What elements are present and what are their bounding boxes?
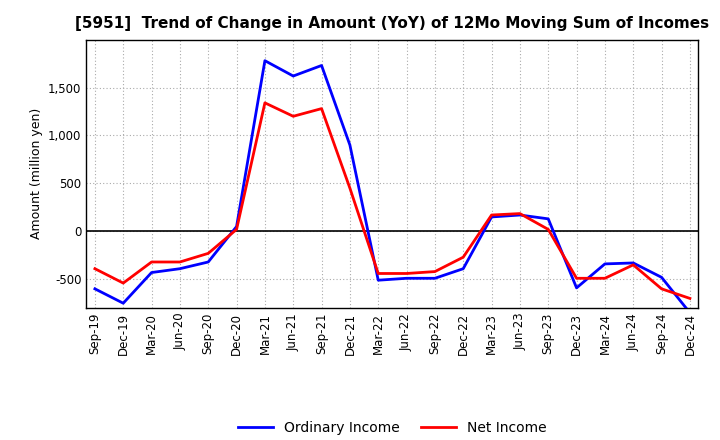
Net Income (459, 255, 467, 260)
Net Income (119, 280, 127, 286)
Ordinary Income (176, 266, 184, 271)
Net Income (544, 227, 552, 232)
Ordinary Income (148, 270, 156, 275)
Net Income (374, 271, 382, 276)
Net Income (261, 100, 269, 106)
Ordinary Income (629, 260, 637, 266)
Net Income (600, 275, 609, 281)
Line: Ordinary Income: Ordinary Income (95, 61, 690, 313)
Ordinary Income (318, 63, 326, 68)
Net Income (487, 213, 496, 218)
Net Income (91, 266, 99, 271)
Net Income (289, 114, 297, 119)
Net Income (629, 262, 637, 268)
Net Income (148, 259, 156, 264)
Ordinary Income (374, 278, 382, 283)
Net Income (204, 251, 212, 256)
Ordinary Income (516, 213, 524, 218)
Line: Net Income: Net Income (95, 103, 690, 298)
Ordinary Income (91, 286, 99, 291)
Ordinary Income (119, 301, 127, 306)
Net Income (402, 271, 411, 276)
Title: [5951]  Trend of Change in Amount (YoY) of 12Mo Moving Sum of Incomes: [5951] Trend of Change in Amount (YoY) o… (76, 16, 709, 32)
Net Income (431, 269, 439, 274)
Net Income (685, 296, 694, 301)
Ordinary Income (657, 275, 666, 280)
Net Income (176, 259, 184, 264)
Net Income (318, 106, 326, 111)
Ordinary Income (233, 224, 241, 229)
Ordinary Income (204, 259, 212, 264)
Ordinary Income (487, 214, 496, 220)
Ordinary Income (459, 266, 467, 271)
Ordinary Income (600, 261, 609, 267)
Legend: Ordinary Income, Net Income: Ordinary Income, Net Income (233, 415, 552, 440)
Ordinary Income (685, 310, 694, 315)
Y-axis label: Amount (million yen): Amount (million yen) (30, 108, 42, 239)
Ordinary Income (544, 216, 552, 221)
Net Income (657, 286, 666, 291)
Net Income (346, 186, 354, 191)
Net Income (572, 275, 581, 281)
Ordinary Income (402, 275, 411, 281)
Ordinary Income (261, 58, 269, 63)
Net Income (233, 227, 241, 232)
Ordinary Income (572, 285, 581, 290)
Ordinary Income (431, 275, 439, 281)
Ordinary Income (289, 73, 297, 79)
Net Income (516, 211, 524, 216)
Ordinary Income (346, 143, 354, 148)
